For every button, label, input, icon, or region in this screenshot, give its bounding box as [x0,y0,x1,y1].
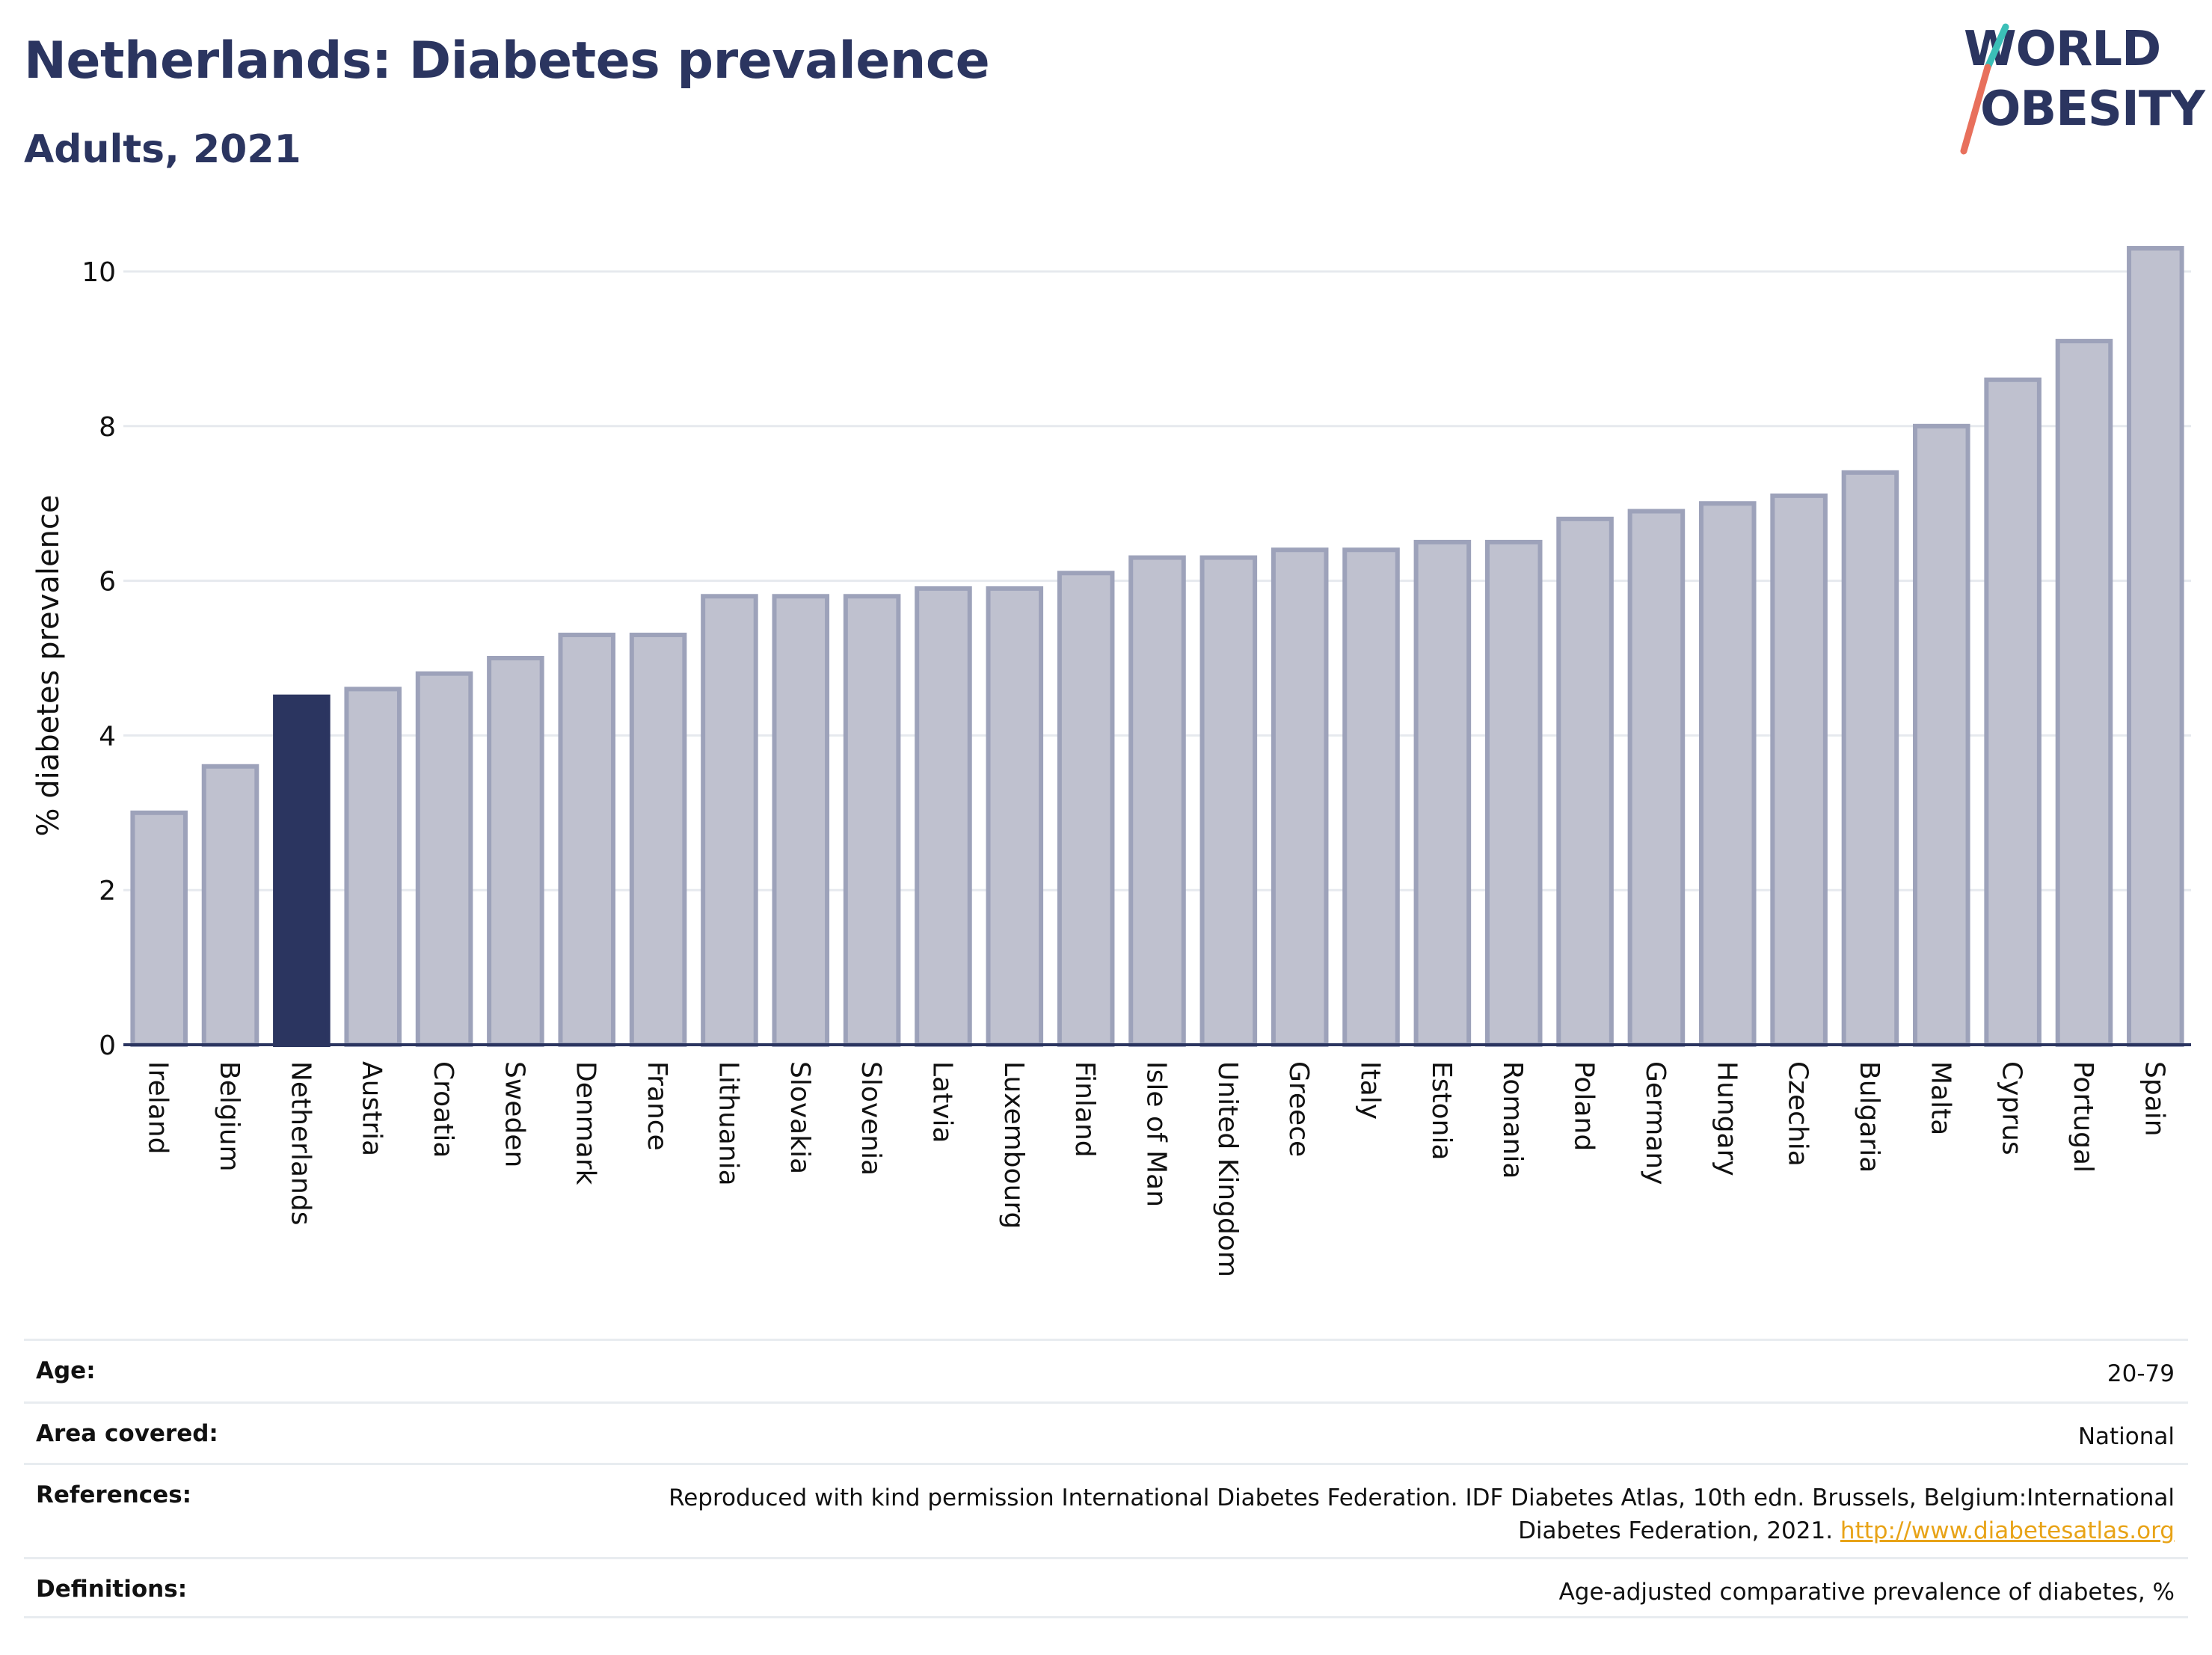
bar [487,656,544,1047]
bars [130,245,2184,1048]
bar-highlighted [273,694,331,1047]
x-tick-label: Croatia [428,1061,458,1158]
bar [415,671,473,1047]
x-tick-label: Slovenia [855,1061,886,1176]
x-tick-label: Ireland [143,1061,173,1155]
x-tick-label: Latvia [927,1061,957,1143]
x-tick-label: Belgium [214,1061,245,1172]
bar [201,764,259,1047]
meta-label-age: Age: [36,1357,96,1384]
x-tick-label: Italy [1355,1061,1386,1120]
bar [1984,377,2042,1047]
diabetes-atlas-link[interactable]: http://www.diabetesatlas.org [1840,1517,2175,1544]
y-tick-label: 8 [99,412,116,443]
y-tick-label: 6 [99,567,116,598]
meta-label-area: Area covered: [36,1420,218,1447]
meta-value-age: 20-79 [2107,1360,2175,1387]
bar [1199,555,1258,1047]
bar-chart: 0 2 4 6 8 10 Ireland Belgium Netherlands Austria… [31,245,2191,1277]
bar [1698,501,1757,1047]
x-tick-label: Netherlands [285,1061,316,1225]
x-axis-labels: Ireland Belgium Netherlands Austria Croatia S… [143,1061,2170,1277]
x-tick-label: Luxembourg [998,1061,1029,1229]
x-tick-label: Lithuania [713,1061,743,1186]
x-tick-label: Germany [1640,1061,1671,1185]
world-obesity-logo: WORLD OBESITY [1944,22,2205,157]
x-tick-label: Slovakia [784,1061,815,1174]
bar [2055,339,2113,1047]
x-tick-label: Finland [1069,1061,1100,1158]
bar [344,687,402,1047]
bar [1128,555,1186,1047]
bar [1057,571,1115,1047]
x-tick-label: United Kingdom [1212,1061,1243,1277]
x-tick-label: Czechia [1783,1061,1813,1167]
x-tick-label: Bulgaria [1854,1061,1884,1173]
meta-value-area: National [2077,1423,2175,1450]
y-axis-title: % diabetes prevalence [31,494,66,836]
bar [986,586,1044,1047]
meta-label-definitions: Definitions: [36,1576,188,1603]
bar [1342,547,1400,1047]
x-tick-label: Poland [1569,1061,1600,1151]
bar [2127,245,2184,1048]
x-tick-label: Isle of Man [1141,1061,1172,1207]
logo-slash-coral [1960,64,1991,155]
x-tick-label: Malta [1925,1061,1956,1135]
bar [1271,547,1329,1047]
bar [1484,539,1543,1047]
meta-label-references: References: [36,1481,192,1508]
x-tick-label: Hungary [1711,1061,1742,1176]
metadata-table: Age: 20-79 Area covered: National Refere… [24,1339,2188,1618]
bar [1627,509,1686,1047]
x-tick-label: Austria [357,1061,387,1156]
x-tick-label: Romania [1497,1061,1528,1179]
references-text: Reproduced with kind permission Internat… [669,1484,2175,1511]
chart-subtitle: Adults, 2021 [24,127,301,172]
logo-slash-teal [1984,23,2009,71]
y-axis-ticks: 0 2 4 6 8 10 [82,257,116,1061]
logo-slash-icon [1960,23,2009,155]
meta-row-area: Area covered: National [24,1401,2188,1463]
references-text-2: Diabetes Federation, 2021. [1518,1517,1840,1544]
y-tick-label: 10 [82,257,116,288]
bar [1841,470,1899,1047]
x-tick-label: France [642,1061,672,1151]
bar [1413,539,1472,1047]
bar [558,632,616,1047]
bar [629,632,687,1047]
x-tick-label: Denmark [571,1061,601,1185]
x-tick-label: Spain [2139,1061,2169,1137]
bar [1770,493,1828,1047]
logo-word-obesity: OBESITY [1980,82,2205,137]
bar [1913,423,1970,1047]
bar [1556,516,1614,1047]
bar [130,810,188,1048]
chart-title: Netherlands: Diabetes prevalence [24,31,990,90]
bar [772,594,830,1047]
x-tick-label: Greece [1283,1061,1314,1157]
meta-value-definitions: Age-adjusted comparative prevalence of d… [1558,1579,2175,1606]
bar [701,594,758,1047]
meta-value-references: Reproduced with kind permission Internat… [669,1481,2175,1547]
y-tick-label: 0 [99,1031,116,1061]
meta-row-age: Age: 20-79 [24,1339,2188,1401]
meta-row-references: References: Reproduced with kind permiss… [24,1463,2188,1557]
y-tick-label: 2 [99,876,116,906]
bar [843,594,901,1047]
x-tick-label: Estonia [1426,1061,1457,1161]
bar [915,586,972,1047]
y-tick-label: 4 [99,721,116,752]
x-tick-label: Portugal [2068,1061,2098,1173]
x-tick-label: Sweden [499,1061,529,1167]
x-tick-label: Cyprus [1997,1061,2027,1155]
meta-row-definitions: Definitions: Age-adjusted comparative pr… [24,1557,2188,1618]
